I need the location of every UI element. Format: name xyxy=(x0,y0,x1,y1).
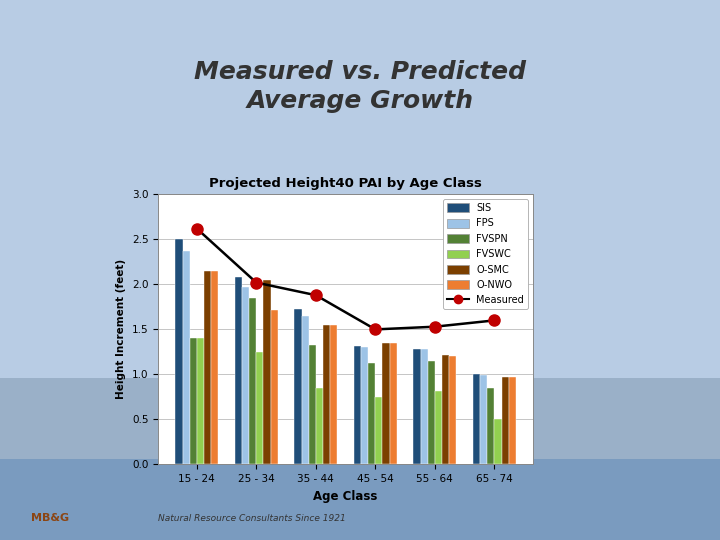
Legend: SIS, FPS, FVSPN, FVSWC, O-SMC, O-NWO, Measured: SIS, FPS, FVSPN, FVSWC, O-SMC, O-NWO, Me… xyxy=(444,199,528,309)
Bar xyxy=(502,377,508,464)
Bar xyxy=(211,271,218,464)
Bar xyxy=(473,374,480,464)
Bar xyxy=(183,251,189,464)
Bar xyxy=(271,309,278,464)
Bar xyxy=(382,343,390,464)
Bar xyxy=(242,287,249,464)
Bar xyxy=(449,356,456,464)
Bar xyxy=(480,375,487,464)
Bar xyxy=(508,377,516,464)
Y-axis label: Height Increment (feet): Height Increment (feet) xyxy=(117,259,127,400)
Text: Natural Resource Consultants Since 1921: Natural Resource Consultants Since 1921 xyxy=(158,514,346,523)
Bar xyxy=(316,388,323,464)
Bar xyxy=(420,349,428,464)
Bar xyxy=(235,277,242,464)
Text: Measured vs. Predicted
Average Growth: Measured vs. Predicted Average Growth xyxy=(194,59,526,113)
Bar xyxy=(309,345,316,464)
Bar xyxy=(375,397,382,464)
Bar xyxy=(361,347,368,464)
X-axis label: Age Class: Age Class xyxy=(313,490,378,503)
Bar xyxy=(323,325,330,464)
Bar xyxy=(264,280,271,464)
Bar xyxy=(435,390,442,464)
Bar xyxy=(176,239,183,464)
Bar xyxy=(256,352,264,464)
Bar xyxy=(0,405,720,540)
Bar xyxy=(330,325,337,464)
Title: Projected Height40 PAI by Age Class: Projected Height40 PAI by Age Class xyxy=(210,178,482,191)
Bar xyxy=(368,363,375,464)
Bar xyxy=(354,346,361,464)
Bar xyxy=(0,378,720,459)
Bar xyxy=(189,339,197,464)
Bar xyxy=(442,355,449,464)
Bar xyxy=(197,339,204,464)
Bar xyxy=(294,309,302,464)
Bar xyxy=(495,420,502,464)
Bar xyxy=(487,388,495,464)
Text: MB&G: MB&G xyxy=(32,514,69,523)
Bar xyxy=(249,298,256,464)
Bar xyxy=(413,349,420,464)
Bar xyxy=(390,343,397,464)
Bar xyxy=(204,271,211,464)
Bar xyxy=(428,361,435,464)
Bar xyxy=(302,316,309,464)
